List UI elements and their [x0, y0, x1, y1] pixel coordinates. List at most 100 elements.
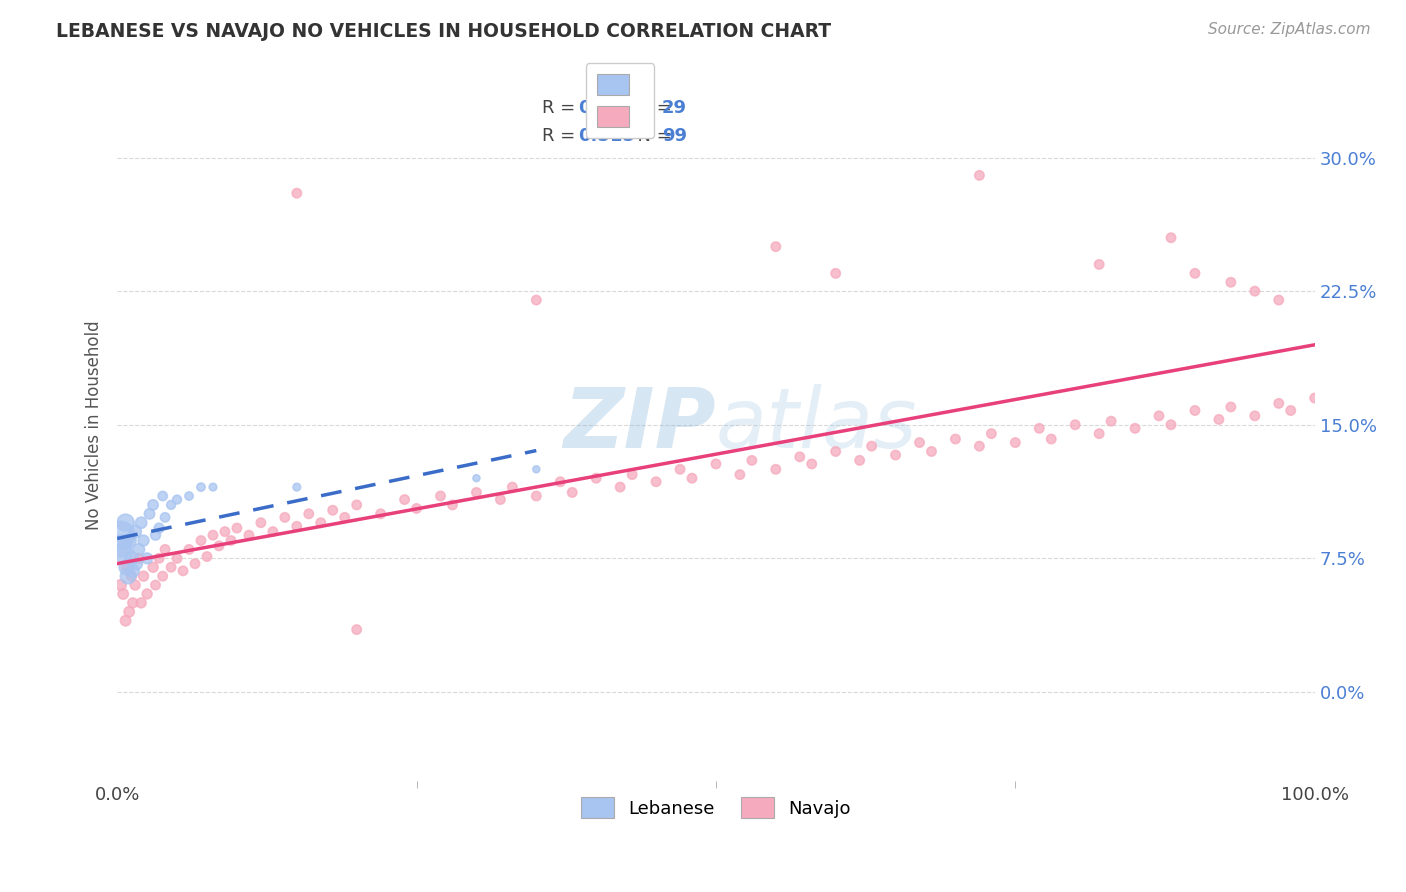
Point	[1243, 409, 1265, 423]
Point	[110, 578, 132, 592]
Point	[114, 614, 136, 628]
Point	[152, 569, 174, 583]
Point	[1243, 284, 1265, 298]
Point	[1088, 426, 1111, 441]
Text: N =: N =	[626, 128, 678, 145]
Point	[177, 542, 200, 557]
Point	[800, 457, 823, 471]
Point	[219, 533, 242, 548]
Point	[704, 457, 727, 471]
Y-axis label: No Vehicles in Household: No Vehicles in Household	[86, 320, 103, 530]
Point	[166, 492, 188, 507]
Point	[110, 528, 132, 542]
Legend: Lebanese, Navajo: Lebanese, Navajo	[574, 790, 858, 825]
Point	[285, 480, 308, 494]
Point	[172, 564, 194, 578]
Point	[741, 453, 763, 467]
Point	[1028, 421, 1050, 435]
Point	[136, 551, 159, 566]
Point	[346, 498, 368, 512]
Point	[501, 480, 523, 494]
Point	[153, 510, 176, 524]
Point	[333, 510, 356, 524]
Text: atlas: atlas	[716, 384, 918, 466]
Point	[1184, 266, 1206, 280]
Point	[112, 546, 135, 560]
Point	[524, 462, 547, 476]
Point	[1208, 412, 1230, 426]
Point	[145, 578, 167, 592]
Point	[214, 524, 236, 539]
Point	[117, 569, 139, 583]
Point	[201, 528, 224, 542]
Point	[824, 444, 846, 458]
Text: ZIP: ZIP	[564, 384, 716, 466]
Text: N =: N =	[626, 99, 678, 117]
Point	[585, 471, 607, 485]
Point	[1303, 391, 1326, 405]
Point	[980, 426, 1002, 441]
Text: 0.515: 0.515	[578, 128, 636, 145]
Point	[609, 480, 631, 494]
Point	[298, 507, 321, 521]
Point	[129, 596, 152, 610]
Point	[142, 560, 165, 574]
Point	[184, 557, 207, 571]
Point	[969, 439, 991, 453]
Point	[681, 471, 703, 485]
Point	[152, 489, 174, 503]
Text: LEBANESE VS NAVAJO NO VEHICLES IN HOUSEHOLD CORRELATION CHART: LEBANESE VS NAVAJO NO VEHICLES IN HOUSEH…	[56, 22, 831, 41]
Point	[1123, 421, 1146, 435]
Point	[465, 471, 488, 485]
Point	[1268, 293, 1291, 307]
Point	[489, 492, 512, 507]
Point	[238, 528, 260, 542]
Point	[1004, 435, 1026, 450]
Text: R =: R =	[543, 99, 581, 117]
Point	[621, 467, 644, 482]
Point	[121, 569, 143, 583]
Point	[115, 560, 138, 574]
Point	[860, 439, 883, 453]
Point	[226, 521, 249, 535]
Point	[405, 501, 427, 516]
Point	[394, 492, 416, 507]
Point	[118, 533, 141, 548]
Point	[1040, 432, 1063, 446]
Point	[945, 432, 967, 446]
Point	[969, 169, 991, 183]
Point	[548, 475, 571, 489]
Point	[789, 450, 811, 464]
Point	[129, 516, 152, 530]
Point	[274, 510, 297, 524]
Point	[148, 521, 170, 535]
Point	[110, 539, 132, 553]
Point	[645, 475, 668, 489]
Point	[921, 444, 943, 458]
Text: 29: 29	[662, 99, 688, 117]
Point	[285, 186, 308, 201]
Point	[1064, 417, 1087, 432]
Point	[208, 539, 231, 553]
Point	[262, 524, 284, 539]
Point	[118, 605, 141, 619]
Point	[132, 569, 155, 583]
Point	[153, 542, 176, 557]
Point	[145, 528, 167, 542]
Point	[132, 533, 155, 548]
Point	[1219, 275, 1241, 289]
Point	[128, 542, 150, 557]
Point	[1160, 417, 1182, 432]
Point	[114, 516, 136, 530]
Point	[561, 485, 583, 500]
Point	[524, 489, 547, 503]
Point	[201, 480, 224, 494]
Text: 0.214: 0.214	[578, 99, 636, 117]
Point	[195, 549, 218, 564]
Text: Source: ZipAtlas.com: Source: ZipAtlas.com	[1208, 22, 1371, 37]
Point	[1160, 231, 1182, 245]
Point	[121, 564, 143, 578]
Point	[441, 498, 464, 512]
Point	[728, 467, 751, 482]
Point	[115, 560, 138, 574]
